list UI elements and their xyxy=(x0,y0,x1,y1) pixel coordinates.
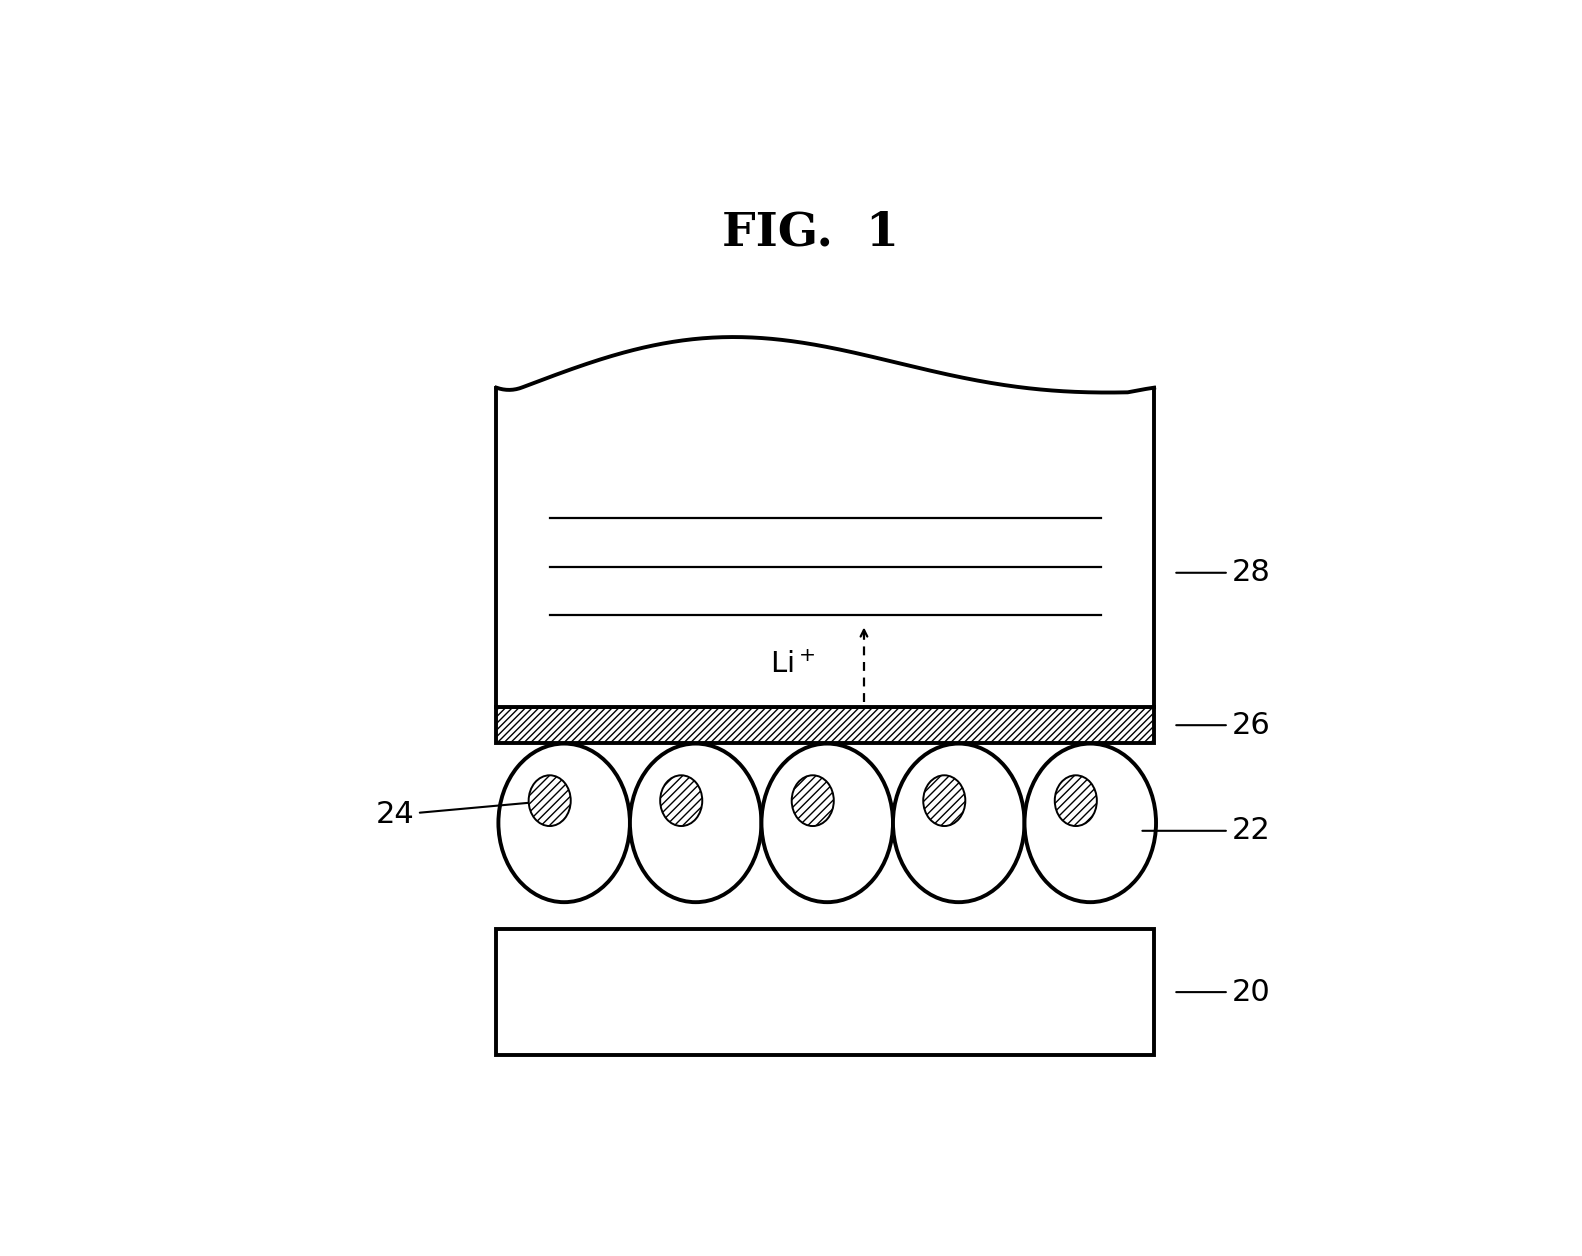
Ellipse shape xyxy=(761,744,892,902)
Bar xyxy=(497,707,1155,742)
Text: 20: 20 xyxy=(1177,977,1270,1006)
Ellipse shape xyxy=(528,775,571,826)
Text: 26: 26 xyxy=(1177,711,1270,740)
Ellipse shape xyxy=(1025,744,1156,902)
Ellipse shape xyxy=(630,744,761,902)
Polygon shape xyxy=(497,337,1155,707)
Ellipse shape xyxy=(791,775,834,826)
Text: 22: 22 xyxy=(1142,816,1270,845)
Ellipse shape xyxy=(660,775,702,826)
Ellipse shape xyxy=(892,744,1025,902)
Text: FIG.  1: FIG. 1 xyxy=(723,210,899,256)
Bar xyxy=(497,929,1155,1055)
Ellipse shape xyxy=(924,775,965,826)
Text: 24: 24 xyxy=(375,800,549,829)
Ellipse shape xyxy=(1055,775,1096,826)
Text: 28: 28 xyxy=(1177,558,1270,588)
Ellipse shape xyxy=(498,744,630,902)
Text: $\mathsf{Li}^+$: $\mathsf{Li}^+$ xyxy=(770,651,816,679)
